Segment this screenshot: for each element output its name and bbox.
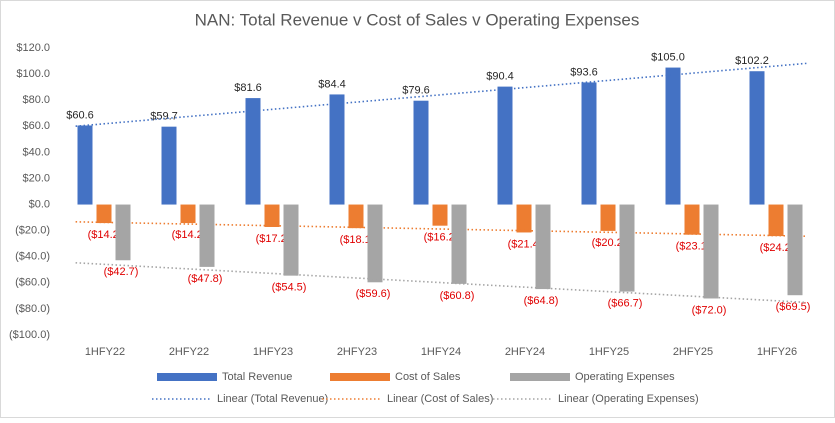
y-tick-label: ($20.0) bbox=[15, 225, 50, 237]
data-label: ($21.4) bbox=[508, 238, 543, 250]
bar bbox=[703, 204, 719, 299]
y-tick-label: $0.0 bbox=[29, 198, 50, 210]
data-label: ($18.1) bbox=[340, 234, 375, 246]
legend-label: Total Revenue bbox=[222, 371, 292, 383]
bar bbox=[245, 98, 261, 205]
legend-label: Operating Expenses bbox=[575, 371, 675, 383]
y-tick-label: ($100.0) bbox=[9, 329, 50, 341]
data-label: ($72.0) bbox=[692, 304, 727, 316]
bar bbox=[516, 204, 532, 233]
bar bbox=[348, 204, 364, 229]
bar bbox=[367, 204, 383, 283]
bar bbox=[684, 204, 700, 235]
bar bbox=[115, 204, 131, 261]
x-tick-label: 2HFY25 bbox=[673, 346, 713, 358]
data-label: ($64.8) bbox=[524, 295, 559, 307]
bar bbox=[749, 71, 765, 205]
data-label: ($47.8) bbox=[188, 273, 223, 285]
bar bbox=[535, 204, 551, 290]
bar bbox=[180, 204, 196, 224]
bar bbox=[600, 204, 616, 231]
data-label: $79.6 bbox=[402, 85, 430, 97]
x-tick-label: 1HFY25 bbox=[589, 346, 629, 358]
data-label: $60.6 bbox=[66, 109, 94, 121]
data-label: $105.0 bbox=[651, 51, 685, 63]
y-tick-label: ($80.0) bbox=[15, 303, 50, 315]
bar bbox=[283, 204, 299, 276]
data-label: $81.6 bbox=[234, 82, 262, 94]
bar bbox=[96, 204, 112, 224]
bar bbox=[665, 67, 681, 205]
bar bbox=[161, 126, 177, 205]
legend-label: Cost of Sales bbox=[395, 371, 461, 383]
bar bbox=[768, 204, 784, 237]
data-label: ($69.5) bbox=[776, 301, 811, 313]
bar bbox=[497, 86, 513, 205]
bar bbox=[77, 125, 93, 205]
legend-label: Linear (Total Revenue) bbox=[217, 393, 328, 405]
x-tick-label: 2HFY23 bbox=[337, 346, 377, 358]
bar bbox=[329, 94, 345, 205]
y-tick-label: $120.0 bbox=[16, 42, 50, 54]
y-tick-label: $100.0 bbox=[16, 68, 50, 80]
x-tick-label: 2HFY22 bbox=[169, 346, 209, 358]
data-label: $90.4 bbox=[486, 71, 514, 83]
data-label: ($59.6) bbox=[356, 288, 391, 300]
bar bbox=[787, 204, 803, 296]
data-label: ($42.7) bbox=[104, 266, 139, 278]
data-label: ($24.2) bbox=[760, 242, 795, 254]
data-label: $59.7 bbox=[150, 111, 178, 123]
bar bbox=[199, 204, 215, 267]
data-label: $84.4 bbox=[318, 78, 346, 90]
bar bbox=[413, 100, 429, 205]
data-label: ($20.2) bbox=[592, 237, 627, 249]
chart-title: NAN: Total Revenue v Cost of Sales v Ope… bbox=[195, 10, 640, 29]
x-tick-label: 1HFY23 bbox=[253, 346, 293, 358]
y-tick-label: ($40.0) bbox=[15, 251, 50, 263]
legend-swatch bbox=[510, 373, 570, 381]
data-label: ($16.2) bbox=[424, 232, 459, 244]
legend-label: Linear (Cost of Sales) bbox=[387, 393, 493, 405]
x-tick-label: 2HFY24 bbox=[505, 346, 545, 358]
data-label: ($17.2) bbox=[256, 233, 291, 245]
y-tick-label: $20.0 bbox=[22, 172, 50, 184]
data-label: ($14.2) bbox=[88, 229, 123, 241]
y-tick-label: $60.0 bbox=[22, 120, 50, 132]
data-label: ($54.5) bbox=[272, 282, 307, 294]
data-label: $102.2 bbox=[735, 55, 769, 67]
y-tick-label: $80.0 bbox=[22, 94, 50, 106]
bar bbox=[619, 204, 635, 292]
trendline bbox=[75, 221, 807, 238]
data-label: ($14.2) bbox=[172, 229, 207, 241]
data-label: $93.6 bbox=[570, 66, 598, 78]
x-tick-label: 1HFY26 bbox=[757, 346, 797, 358]
legend-swatch bbox=[157, 373, 217, 381]
data-label: ($60.8) bbox=[440, 290, 475, 302]
data-label: ($66.7) bbox=[608, 297, 643, 309]
y-tick-label: ($60.0) bbox=[15, 277, 50, 289]
legend-swatch bbox=[330, 373, 390, 381]
legend-label: Linear (Operating Expenses) bbox=[558, 393, 699, 405]
x-tick-label: 1HFY24 bbox=[421, 346, 461, 358]
bar bbox=[264, 204, 280, 227]
data-label: ($23.1) bbox=[676, 241, 711, 253]
x-tick-label: 1HFY22 bbox=[85, 346, 125, 358]
y-tick-label: $40.0 bbox=[22, 146, 50, 158]
bar bbox=[581, 82, 597, 205]
bar bbox=[451, 204, 467, 284]
bar bbox=[432, 204, 448, 226]
